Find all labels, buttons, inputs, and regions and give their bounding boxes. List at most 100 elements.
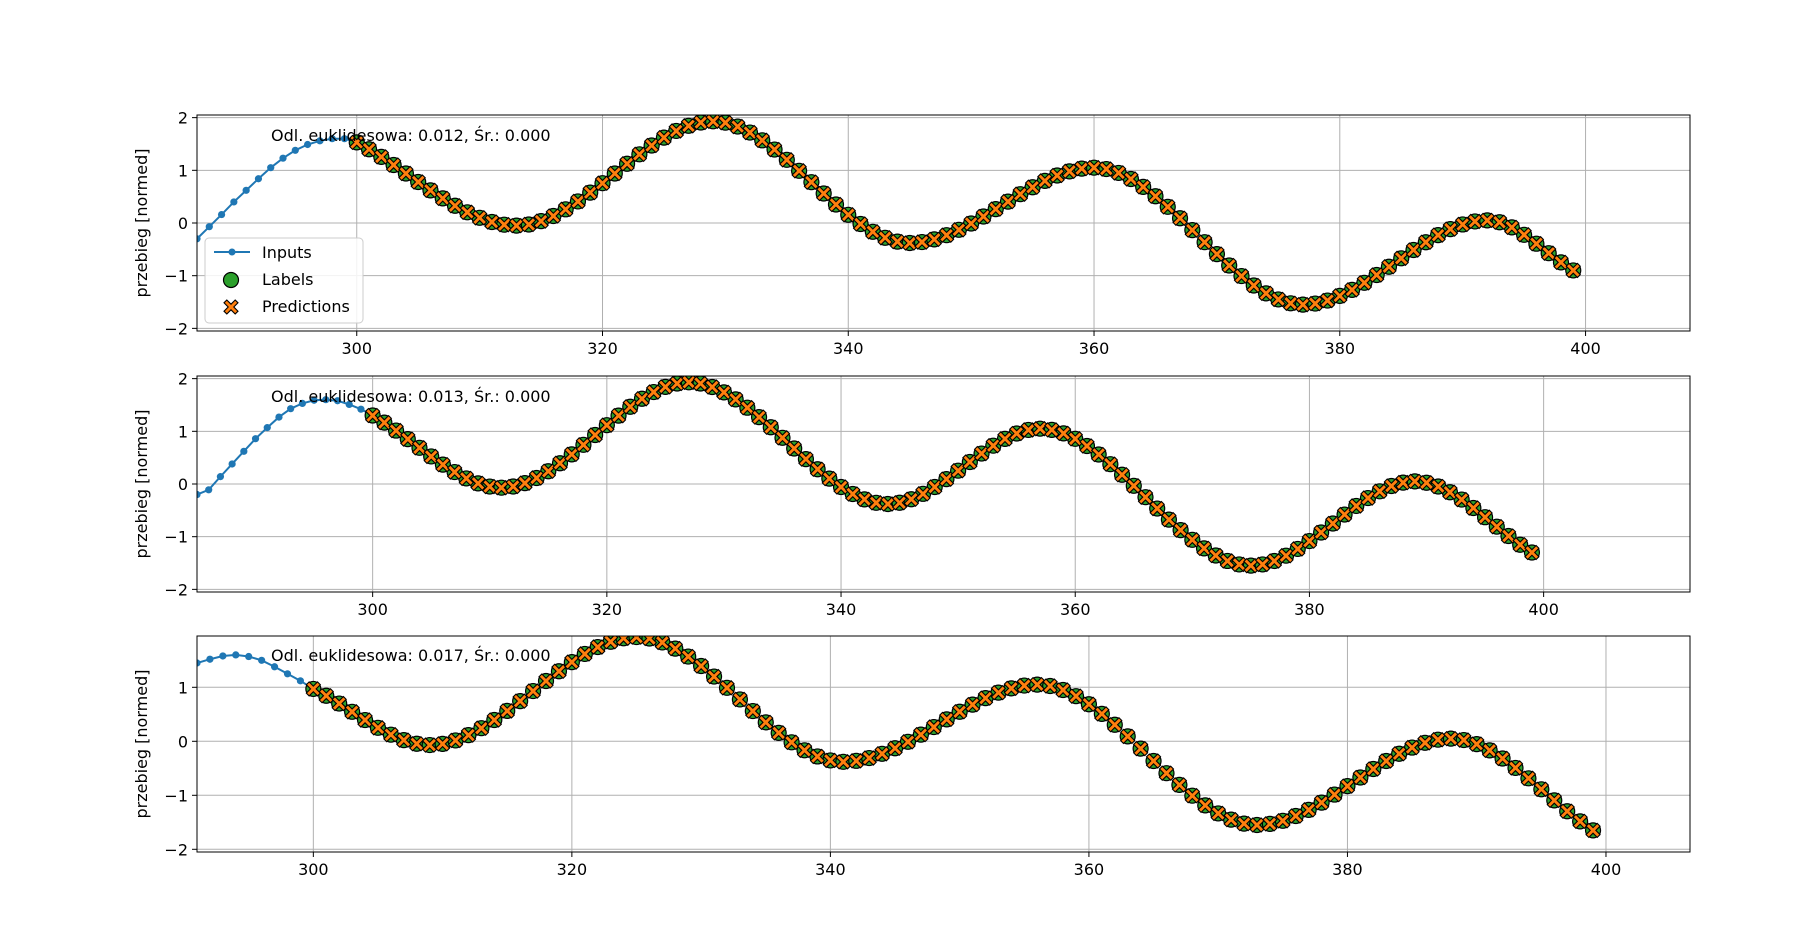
y-tick-label: 2 [178,109,188,128]
prediction-point [779,152,795,168]
prediction-point [1507,760,1524,776]
prediction-point [891,494,908,511]
prediction-point [1533,781,1550,798]
y-tick-label: −2 [164,840,188,859]
y-tick-label: 1 [178,161,188,180]
distance-annotation: Odl. euklidesowa: 0.017, Śr.: 0.000 [271,646,551,665]
prediction-point [458,470,475,487]
prediction-point [1319,292,1336,309]
prediction-point [692,376,709,392]
x-tick-label: 380 [1294,600,1325,619]
subplot-3: 300 320 340 360 380 400 −2 −1 0 1 przebieg [norme… [132,635,1691,879]
prediction-point [486,712,503,728]
prediction-point [1270,291,1287,308]
prediction-point [499,703,516,719]
prediction-point [460,727,477,743]
prediction-point [533,213,549,229]
subplot-2: 300 320 340 360 380 400 −2 −1 0 1 2 przebieg [norm… [132,370,1691,619]
predictions-series [348,115,1582,313]
prediction-point [963,215,979,232]
prediction-point [557,201,574,218]
prediction-point [915,486,931,502]
inputs-point [322,396,330,404]
prediction-point [643,137,660,154]
prediction-point [1524,544,1540,561]
prediction-point [668,123,685,139]
prediction-point [622,398,639,415]
prediction-point [1352,769,1369,786]
legend-predictions-marker [223,299,239,315]
inputs-point [296,677,305,685]
prediction-point [1456,732,1472,748]
inputs-point [197,659,201,667]
prediction-point [552,455,568,472]
inputs-point [333,397,342,405]
prediction-point [987,201,1004,217]
prediction-point [887,740,903,757]
prediction-point [1336,506,1353,523]
prediction-point [1172,210,1188,227]
prediction-point [1393,250,1410,267]
prediction-point [459,204,476,221]
prediction-point [1008,425,1025,442]
prediction-point [528,470,545,486]
prediction-point [680,118,697,134]
prediction-point [1313,524,1329,541]
prediction-point [654,636,671,651]
inputs-point [279,154,287,162]
inputs-point [254,175,263,183]
prediction-point [1371,483,1388,500]
prediction-point [975,208,992,225]
inputs-point [283,670,292,678]
prediction-point [551,663,567,680]
x-tick-label: 300 [357,600,388,619]
prediction-point [641,636,658,647]
prediction-point [717,115,734,131]
inputs-point [310,396,318,404]
inputs-point [270,663,279,671]
inputs-point [197,235,201,243]
y-tick-label: 2 [178,370,188,389]
prediction-point [1098,161,1115,177]
plot-frame [196,635,1691,853]
prediction-point [545,208,562,224]
legend-labels-label: Labels [262,270,314,289]
prediction-point [990,684,1007,701]
inputs-point [245,652,253,661]
prediction-point [1171,777,1188,793]
prediction-point [434,736,451,752]
axis-ticks: 300 320 340 360 380 400 −2 −1 0 1 2 [164,370,1558,619]
prediction-point [645,384,662,400]
prediction-point [471,210,488,226]
prediction-point [599,417,615,433]
prediction-point [1348,498,1365,514]
y-tick-label: 0 [178,475,188,494]
prediction-point [1468,736,1485,752]
prediction-point [926,479,943,495]
prediction-point [913,726,929,743]
inputs-point [258,656,266,664]
y-tick-label: −2 [164,319,188,338]
x-tick-label: 340 [815,860,846,879]
prediction-point [938,471,955,487]
inputs-point [206,655,214,663]
prediction-point [914,234,930,250]
prediction-point [1546,792,1563,809]
x-tick-label: 340 [833,339,864,358]
y-tick-label: 0 [178,214,188,233]
predictions-series [364,376,1540,574]
prediction-point [1000,193,1016,210]
prediction-point [634,391,650,407]
prediction-point [1278,547,1294,564]
x-tick-label: 340 [826,600,857,619]
legend-inputs-dot [228,248,236,256]
prediction-point [517,475,533,491]
inputs-point [228,460,236,468]
inputs-point [316,137,324,145]
prediction-point [1275,813,1291,829]
prediction-point [1044,422,1060,438]
inputs-point [345,400,353,409]
prediction-point [732,691,748,708]
prediction-point [803,174,820,190]
prediction-point [602,636,619,650]
